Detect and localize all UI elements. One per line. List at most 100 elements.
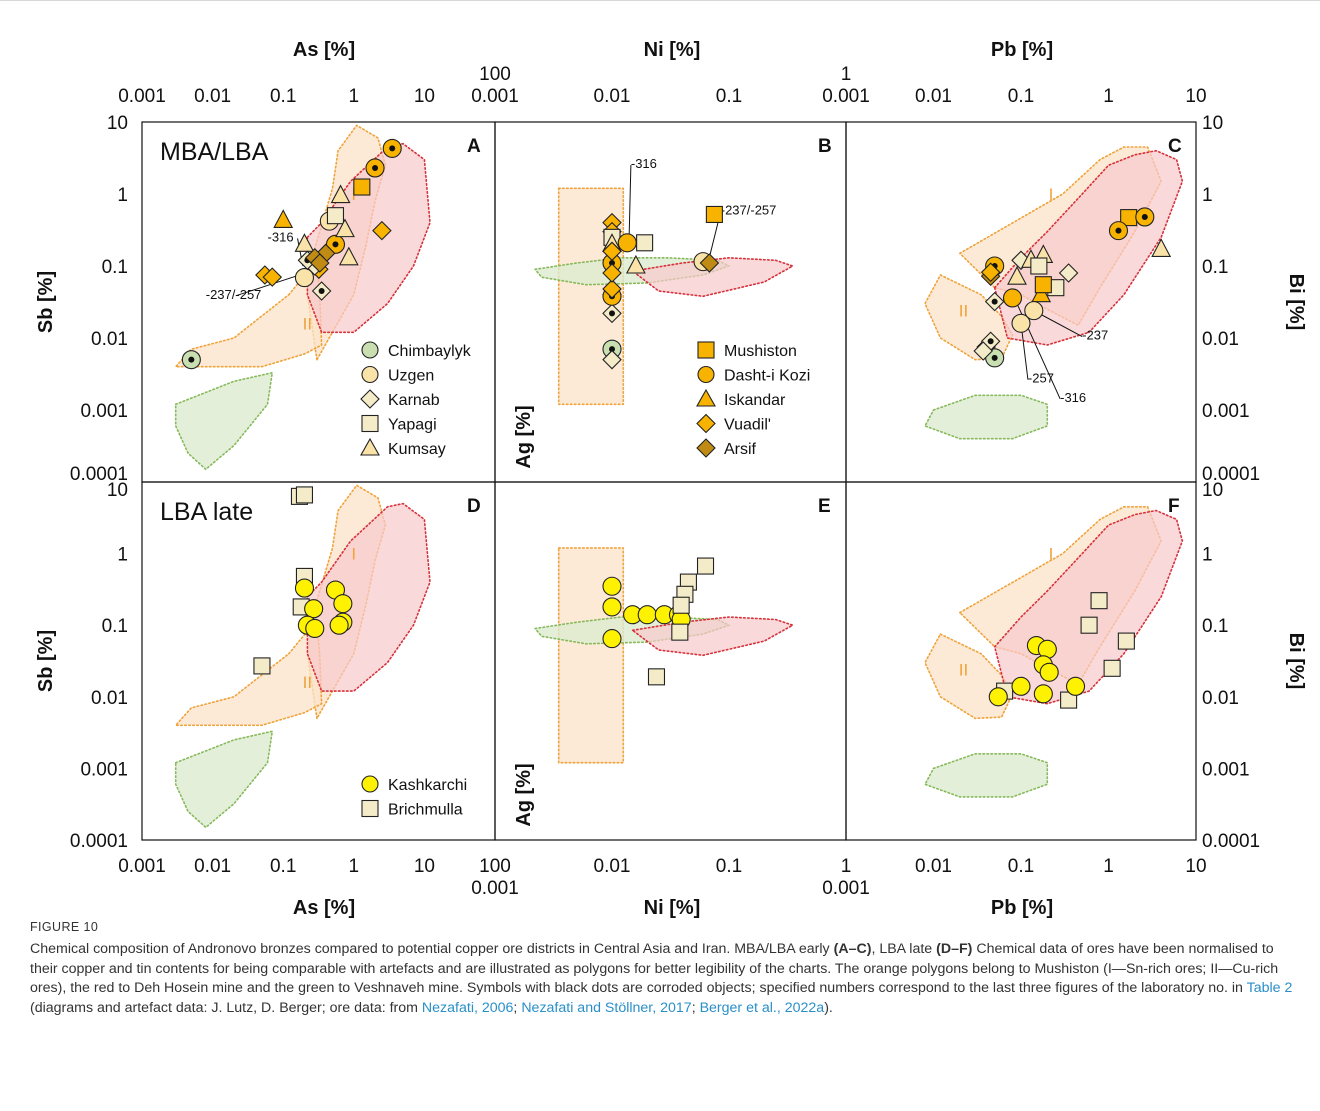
axis-tick-label: 0.001	[471, 86, 519, 107]
ore-field-label-I: I	[1049, 185, 1054, 204]
data-point-kumsay	[1007, 265, 1027, 285]
legend-symbol-kumsay	[360, 437, 380, 456]
axis-title-sb: Sb [%]	[35, 630, 57, 692]
axis-tick-label: 0.1	[270, 86, 296, 107]
axis-tick-label: 0.01	[91, 329, 128, 350]
axis-tick-label: 0.001	[118, 856, 166, 877]
annotation-label: -237/-257	[206, 287, 262, 302]
data-point-uzgen	[1024, 301, 1044, 321]
ore-field-label-II: II	[959, 302, 968, 321]
corroded-dot-marker	[609, 310, 615, 317]
legend-label: Kumsay	[388, 441, 446, 458]
panel-letter-F: F	[1168, 496, 1180, 517]
corroded-dot-marker	[609, 260, 615, 267]
data-point-brichmulla	[1117, 632, 1135, 650]
data-point-kumsay	[625, 254, 646, 274]
ore-field-label-II: II	[959, 661, 968, 680]
axis-tick-label: 1	[117, 545, 128, 566]
panel-letter-C: C	[1168, 136, 1182, 157]
panel-letter-E: E	[818, 496, 831, 517]
axis-tick-label: 0.1	[1202, 257, 1228, 278]
legend-label: Uzgen	[388, 368, 434, 385]
data-point-kashkarchi	[305, 618, 325, 639]
data-point-iskandar	[273, 209, 294, 228]
corroded-dot-marker	[609, 346, 615, 353]
row-label-lba-late: LBA late	[160, 498, 253, 526]
axis-title-sb: Sb [%]	[35, 271, 57, 333]
axis-tick-label: 1	[1103, 86, 1114, 107]
corroded-dot-marker	[188, 356, 195, 363]
axis-tick-label: 0.01	[1202, 688, 1239, 709]
annotation-label: -237	[1082, 328, 1108, 343]
legend-symbol-karnab	[360, 389, 380, 409]
legend-symbol-kashkarchi	[361, 775, 379, 793]
corroded-dot-marker	[987, 338, 994, 345]
data-point-kashkarchi	[1033, 684, 1053, 704]
axis-tick-label: 0.01	[1202, 329, 1239, 350]
axis-tick-label: 0.01	[915, 86, 952, 107]
data-point-karnab	[1058, 263, 1079, 283]
data-point-uzgen	[294, 268, 315, 288]
data-point-kashkarchi	[602, 576, 622, 596]
ore-field-orange2-D	[174, 618, 323, 727]
caption-reference-link[interactable]: Berger et al., 2022a	[699, 999, 825, 1016]
ore-field-green-D	[174, 730, 274, 829]
caption-reference-link[interactable]: Nezafati and Stöllner, 2017	[521, 999, 692, 1016]
data-point-kashkarchi	[1011, 676, 1031, 696]
legend-symbol-arsif	[696, 438, 716, 458]
ore-field-label-I: I	[1049, 545, 1054, 564]
axis-tick-label: 0.01	[594, 856, 631, 877]
ore-field-green-C	[924, 394, 1049, 440]
caption-reference-link[interactable]: Nezafati, 2006	[421, 999, 514, 1016]
corroded-dot-marker	[1115, 227, 1122, 234]
legend-label: Chimbaylyk	[388, 343, 472, 360]
data-point-kumsay	[335, 218, 355, 238]
data-point-brichmulla	[1103, 659, 1121, 677]
axis-tick-label: 0.001	[471, 878, 519, 899]
axis-title: Pb [%]	[991, 897, 1053, 919]
corroded-dot-marker	[318, 287, 325, 294]
legend-label: Yapagi	[388, 417, 437, 434]
axis-tick-label: 0.001	[822, 878, 870, 899]
ore-field-red-D	[306, 502, 431, 692]
axis-tick-label: 1	[1202, 185, 1213, 206]
data-point-kashkarchi	[1065, 676, 1086, 696]
axis-tick-label: 1	[117, 185, 128, 206]
axis-tick-label: 0.1	[1008, 856, 1034, 877]
data-point-brichmulla	[1080, 616, 1098, 634]
axis-title-bi: Bi [%]	[1285, 274, 1307, 331]
data-point-kumsay	[330, 184, 351, 204]
axis-tick-label: 0.1	[102, 616, 128, 637]
data-point-kumsay	[1151, 238, 1172, 257]
data-point-vuadil	[602, 263, 622, 283]
data-point-yapagi	[326, 207, 345, 225]
data-point-brichmulla	[253, 657, 271, 675]
caption-reference-link[interactable]: Table 2	[1246, 980, 1293, 996]
data-point-yapagi	[1030, 257, 1048, 275]
data-point-kashkarchi	[329, 615, 349, 635]
data-point-yapagi	[636, 234, 654, 252]
axis-tick-label: 0.0001	[70, 831, 128, 852]
figure-caption: Chemical composition of Andronovo bronze…	[30, 940, 1295, 1018]
axis-tick-label: 10	[1202, 113, 1223, 134]
legend-label: Iskandar	[724, 392, 786, 409]
axis-tick-label: 1	[841, 64, 852, 85]
legend-symbol-iskandar	[696, 388, 716, 407]
axis-title-bi: Bi [%]	[1285, 633, 1307, 690]
caption-text: Chemical composition of Andronovo bronze…	[30, 941, 834, 957]
data-point-vuadil	[602, 279, 622, 299]
data-point-kashkarchi	[1039, 662, 1059, 682]
axis-title: Ni [%]	[644, 897, 701, 919]
data-point-kashkarchi	[602, 597, 622, 617]
axis-title: As [%]	[293, 39, 355, 61]
axis-tick-label: 0.01	[194, 86, 231, 107]
axis-title: As [%]	[293, 897, 355, 919]
axis-title-ag: Ag [%]	[513, 405, 535, 468]
axis-tick-label: 0.1	[1202, 616, 1228, 637]
data-point-kumsay	[338, 246, 359, 266]
annotation-label: -316	[631, 156, 657, 171]
corroded-dot-marker	[389, 145, 396, 152]
axis-tick-label: 0.01	[194, 856, 231, 877]
panel-letter-B: B	[818, 136, 832, 157]
